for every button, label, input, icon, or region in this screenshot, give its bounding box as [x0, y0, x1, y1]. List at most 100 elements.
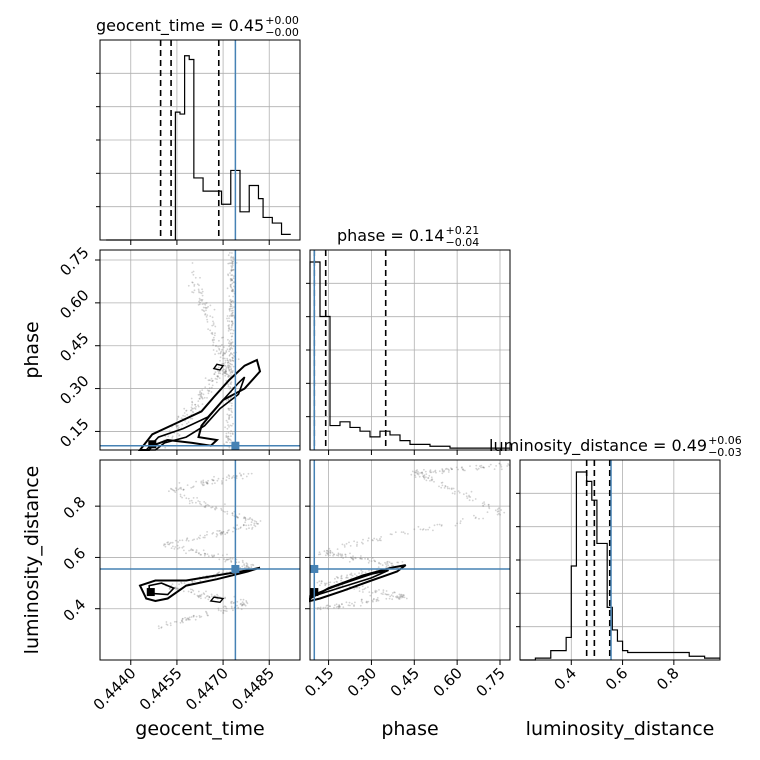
sample-point [231, 320, 233, 323]
sample-point [438, 470, 441, 473]
sample-point [343, 546, 346, 548]
sample-point [388, 561, 391, 564]
sample-point [394, 591, 396, 594]
sample-point [441, 469, 444, 471]
sample-point [230, 414, 232, 416]
sample-point [379, 537, 381, 540]
sample-point [198, 397, 201, 400]
sample-point [180, 486, 182, 489]
sample-point [209, 329, 212, 332]
sample-point [222, 351, 225, 354]
sample-point [215, 344, 218, 347]
sample-point [211, 380, 214, 382]
sample-point [430, 476, 433, 479]
sample-point [337, 552, 340, 555]
sample-point [187, 590, 190, 593]
sample-point [228, 414, 231, 416]
sample-point [414, 474, 417, 477]
sample-point [231, 359, 234, 362]
sample-point [373, 559, 375, 562]
sample-point [207, 305, 210, 308]
sample-point [224, 352, 227, 355]
sample-point [415, 469, 418, 472]
sample-point [231, 314, 234, 316]
sample-point [398, 597, 401, 599]
sample-point [174, 539, 177, 542]
sample-point [177, 432, 179, 435]
sample-point [230, 269, 233, 272]
sample-point [228, 365, 231, 367]
sample-point [221, 363, 224, 365]
sample-point [219, 529, 221, 532]
sample-point [227, 366, 230, 369]
sample-point [178, 539, 181, 542]
sample-point [206, 533, 208, 536]
sample-point [360, 569, 363, 572]
sample-point [386, 560, 389, 563]
sample-point [378, 539, 381, 542]
sample-point [376, 597, 379, 599]
sample-point [461, 468, 464, 471]
sample-point [231, 300, 234, 302]
sample-point [221, 348, 223, 351]
sample-point [241, 477, 244, 480]
sample-point [211, 379, 214, 382]
sample-point [164, 545, 167, 548]
sample-point [327, 553, 329, 556]
sample-point [231, 411, 233, 414]
sample-point [191, 271, 194, 274]
sample-point [329, 550, 332, 553]
sample-point [182, 545, 185, 548]
sample-point [227, 361, 229, 364]
sample-point [214, 507, 216, 510]
sample-point [221, 354, 224, 357]
sample-point [228, 369, 231, 371]
sample-point [231, 356, 234, 359]
sample-point [206, 553, 209, 556]
sample-point [387, 593, 390, 596]
sample-point [226, 413, 229, 416]
sample-point [218, 371, 220, 373]
sample-point [179, 487, 181, 490]
sample-point [354, 573, 356, 575]
sample-point [190, 549, 192, 552]
sample-point [254, 525, 257, 528]
sample-point [400, 596, 402, 599]
sample-point [237, 516, 239, 519]
sample-point [192, 291, 195, 294]
sample-point [338, 605, 341, 607]
sample-point [203, 593, 206, 596]
sample-point [205, 595, 208, 598]
sample-point [196, 497, 199, 499]
sample-point [415, 471, 417, 474]
sample-point [229, 387, 232, 390]
sample-point [462, 469, 465, 472]
contour-inner-phase-time [144, 376, 246, 451]
sample-point [494, 509, 497, 512]
sample-point [210, 377, 213, 380]
sample-point [231, 514, 234, 517]
sample-point [243, 564, 246, 567]
sample-point [367, 537, 370, 540]
sample-point [350, 556, 352, 559]
contour-outer-ld-time [138, 566, 261, 603]
sample-point [201, 294, 204, 297]
sample-point [230, 374, 233, 376]
title-plus-error: +0.21 [445, 224, 479, 237]
sample-point [425, 473, 428, 475]
sample-point [228, 262, 231, 265]
sample-point [197, 590, 200, 593]
sample-point [175, 620, 178, 623]
sample-point [192, 614, 195, 617]
sample-point [214, 508, 217, 511]
sample-point [231, 607, 233, 609]
sample-point [246, 602, 249, 605]
sample-point [227, 432, 230, 434]
sample-point [232, 314, 235, 317]
sample-point [230, 320, 233, 323]
sample-point [336, 581, 338, 583]
sample-point [225, 399, 228, 402]
sample-point [319, 553, 322, 556]
sample-point [469, 465, 471, 467]
sample-point [398, 598, 401, 600]
